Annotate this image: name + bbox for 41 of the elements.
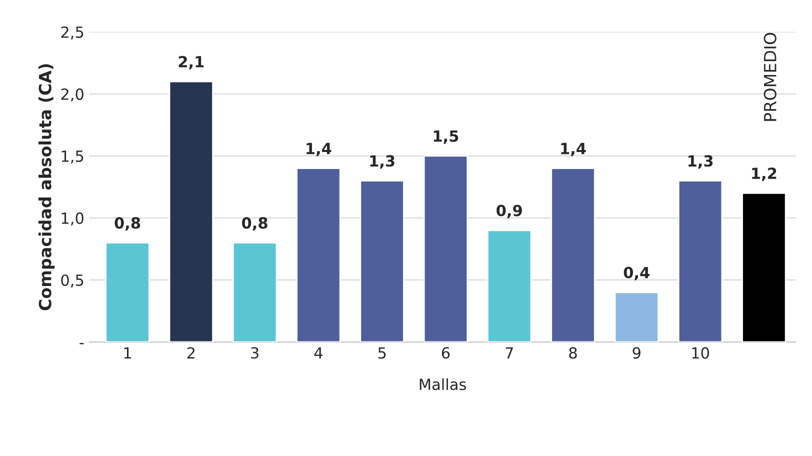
x-tick-label: 9 [632, 347, 640, 359]
y-tick-label: 1,0 [62, 212, 84, 226]
bar [232, 242, 278, 342]
x-tick-label: PROMEDIO [764, 32, 776, 121]
x-tick-label: 8 [569, 347, 577, 359]
x-axis-title: Mallas [420, 378, 466, 390]
y-tick-label: 0,5 [61, 274, 84, 288]
data-label: 1,5 [434, 130, 458, 144]
data-label: 1,4 [306, 142, 332, 156]
y-tick-label: - [80, 343, 84, 344]
bar [423, 155, 468, 342]
data-label: 1,3 [688, 155, 713, 169]
data-label: 0,9 [496, 204, 522, 218]
x-tick-label: 3 [251, 347, 258, 359]
data-label: 0,8 [114, 217, 140, 231]
bar [296, 168, 341, 342]
data-label: 0,8 [242, 217, 268, 231]
data-label: 1,2 [752, 168, 776, 182]
x-tick-label: 5 [378, 347, 386, 359]
bar [105, 242, 150, 342]
data-label: 2,1 [178, 56, 204, 70]
bar [550, 168, 596, 342]
x-tick-label: 7 [506, 347, 513, 358]
y-tick-label: 1,5 [62, 150, 84, 164]
y-axis-title: Compacidad absoluta (CA) [38, 64, 55, 310]
y-tick-label: 2,5 [61, 26, 84, 40]
bar [742, 192, 786, 342]
y-tick-label: 2,0 [61, 88, 84, 102]
data-label: 1,4 [561, 142, 586, 156]
data-label: 1,3 [370, 155, 394, 169]
x-tick-label: 4 [314, 347, 322, 358]
bar [168, 80, 214, 342]
x-tick-label: 1 [124, 347, 131, 358]
bar [360, 180, 404, 342]
data-label: 0,4 [624, 266, 650, 280]
bar [487, 230, 532, 342]
x-tick-label: 6 [442, 347, 450, 359]
x-tick-label: 2 [187, 347, 194, 358]
x-tick-label: 10 [692, 347, 709, 359]
bar [614, 292, 659, 342]
bar [678, 180, 723, 342]
